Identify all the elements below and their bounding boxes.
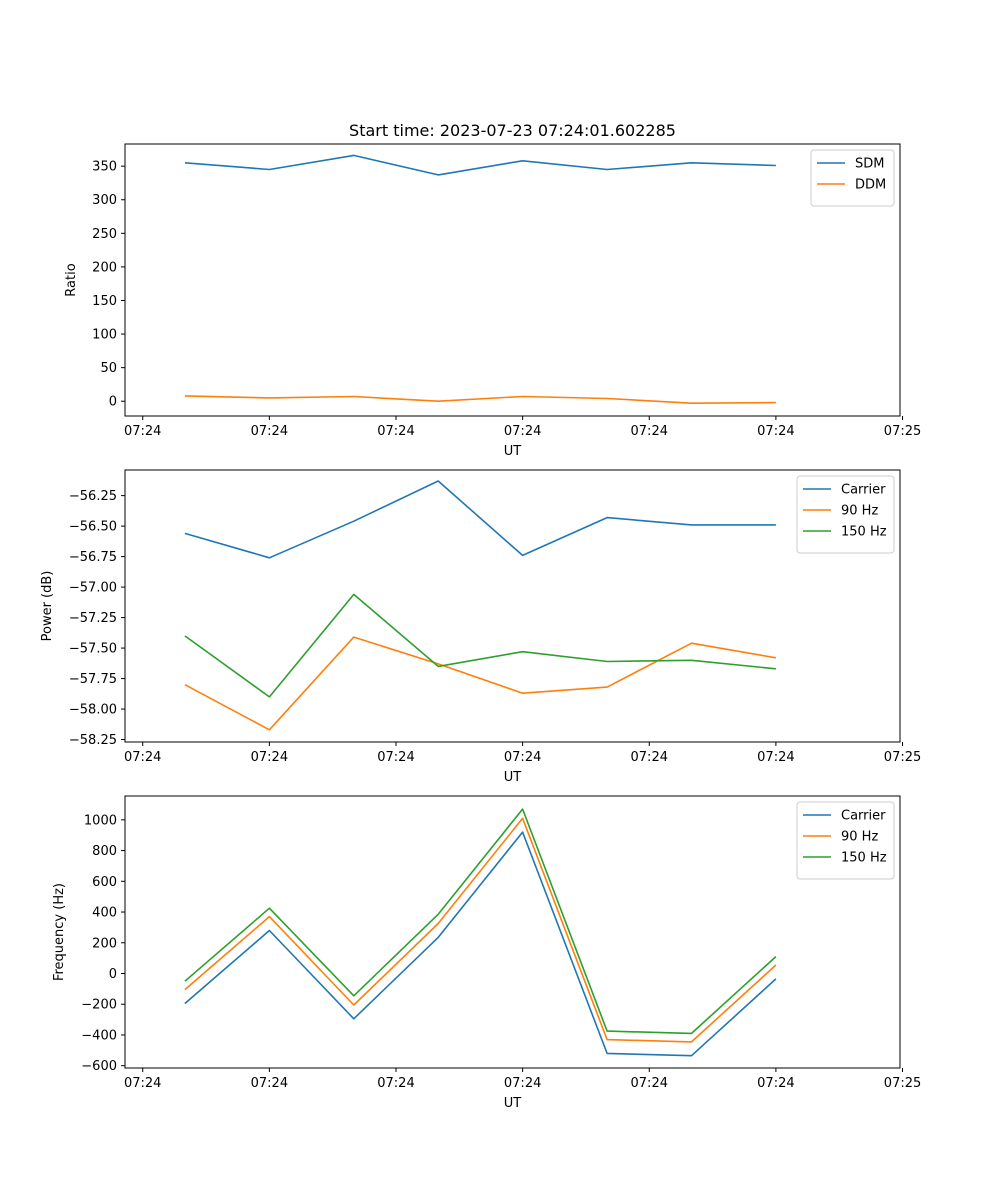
y-tick-label: 300 bbox=[92, 193, 117, 208]
x-tick-label: 07:24 bbox=[124, 750, 161, 765]
legend-label: Carrier bbox=[841, 483, 886, 498]
legend-label: 90 Hz bbox=[841, 830, 878, 845]
x-tick-label: 07:24 bbox=[757, 1076, 794, 1091]
chart-title: Start time: 2023-07-23 07:24:01.602285 bbox=[349, 121, 676, 140]
series-line-ddm bbox=[184, 395, 776, 405]
legend: SDM DDM bbox=[810, 149, 895, 207]
x-tick-label: 07:24 bbox=[377, 750, 414, 765]
y-tick-label: 0 bbox=[109, 967, 117, 982]
legend-label: 150 Hz bbox=[841, 525, 887, 540]
series-line-carrier bbox=[184, 831, 777, 1057]
legend-box bbox=[796, 801, 895, 880]
x-tick-label: 07:25 bbox=[884, 750, 921, 765]
legend-label: 90 Hz bbox=[841, 504, 878, 519]
y-tick-label: −57.75 bbox=[69, 672, 117, 687]
x-tick-label: 07:24 bbox=[631, 750, 668, 765]
y-tick-label: 100 bbox=[92, 328, 117, 343]
y-tick-label: −58.00 bbox=[69, 703, 117, 718]
legend-box bbox=[796, 475, 895, 554]
plot-frame bbox=[124, 795, 901, 1069]
legend-label: Carrier bbox=[841, 809, 886, 824]
x-tick-label: 07:24 bbox=[757, 424, 794, 439]
x-tick-label: 07:24 bbox=[504, 1076, 541, 1091]
x-axis-label: UT bbox=[504, 770, 522, 785]
power-chart: 07:24 07:24 07:24 07:24 07:24 07:24 07:25 −58.2… bbox=[40, 469, 921, 785]
series-line-carrier bbox=[184, 480, 776, 559]
series-line-150-hz bbox=[184, 808, 777, 1035]
x-tick-label: 07:24 bbox=[631, 1076, 668, 1091]
x-axis-label: UT bbox=[504, 444, 522, 459]
y-tick-label: 600 bbox=[92, 875, 117, 890]
y-tick-label: −58.25 bbox=[69, 733, 117, 748]
y-tick-label: 1000 bbox=[84, 813, 117, 828]
y-tick-label: −56.75 bbox=[69, 550, 117, 565]
x-tick-label: 07:24 bbox=[757, 750, 794, 765]
series-line-90-hz bbox=[184, 817, 777, 1043]
x-tick-label: 07:24 bbox=[251, 1076, 288, 1091]
y-tick-label: −400 bbox=[81, 1028, 117, 1043]
y-tick-label: −200 bbox=[81, 998, 117, 1013]
y-tick-label: 250 bbox=[92, 227, 117, 242]
x-tick-label: 07:24 bbox=[124, 1076, 161, 1091]
legend: Carrier 90 Hz 150 Hz bbox=[796, 801, 895, 880]
legend: Carrier 90 Hz 150 Hz bbox=[796, 475, 895, 554]
y-tick-label: −57.00 bbox=[69, 581, 117, 596]
ratio-chart: 07:24 07:24 07:24 07:24 07:24 07:24 07:25 0 50 10… bbox=[64, 121, 921, 459]
y-tick-label: 50 bbox=[100, 361, 117, 376]
x-axis-label: UT bbox=[504, 1096, 522, 1111]
legend-box bbox=[810, 149, 895, 207]
y-tick-label: −56.25 bbox=[69, 489, 117, 504]
series-line-150-hz bbox=[184, 593, 776, 698]
y-tick-label: −600 bbox=[81, 1059, 117, 1074]
x-tick-label: 07:24 bbox=[631, 424, 668, 439]
legend-label: 150 Hz bbox=[841, 851, 887, 866]
y-axis-label: Frequency (Hz) bbox=[52, 883, 67, 981]
series-line-90-hz bbox=[184, 636, 777, 731]
y-tick-label: 350 bbox=[92, 160, 117, 175]
x-tick-label: 07:25 bbox=[884, 424, 921, 439]
x-tick-label: 07:24 bbox=[377, 424, 414, 439]
x-tick-label: 07:25 bbox=[884, 1076, 921, 1091]
x-tick-label: 07:24 bbox=[124, 424, 161, 439]
x-tick-label: 07:24 bbox=[504, 750, 541, 765]
x-tick-label: 07:24 bbox=[251, 750, 288, 765]
plot-frame bbox=[124, 143, 901, 417]
y-tick-label: 800 bbox=[92, 844, 117, 859]
x-tick-label: 07:24 bbox=[251, 424, 288, 439]
x-tick-label: 07:24 bbox=[377, 1076, 414, 1091]
x-tick-label: 07:24 bbox=[504, 424, 541, 439]
frequency-chart: 07:24 07:24 07:24 07:24 07:24 07:24 07:25 −600 −… bbox=[52, 795, 921, 1111]
y-tick-label: −56.50 bbox=[69, 520, 117, 535]
y-tick-label: 200 bbox=[92, 936, 117, 951]
y-tick-label: −57.50 bbox=[69, 642, 117, 657]
y-tick-label: 400 bbox=[92, 906, 117, 921]
y-tick-label: 0 bbox=[109, 395, 117, 410]
legend-label: SDM bbox=[855, 157, 884, 172]
y-tick-label: 200 bbox=[92, 260, 117, 275]
plot-frame bbox=[124, 469, 901, 743]
series-line-sdm bbox=[184, 154, 776, 176]
y-tick-label: 150 bbox=[92, 294, 117, 309]
legend-label: DDM bbox=[855, 178, 886, 193]
y-axis-label: Power (dB) bbox=[40, 571, 55, 642]
y-tick-label: −57.25 bbox=[69, 611, 117, 626]
y-axis-label: Ratio bbox=[64, 263, 79, 296]
